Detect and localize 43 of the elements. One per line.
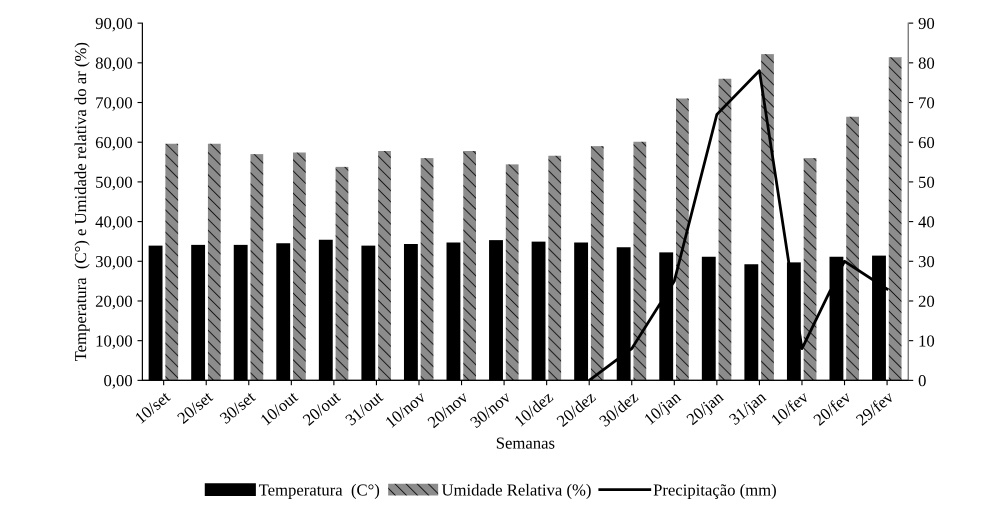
- y2-tick-label: 20: [918, 296, 934, 307]
- y-tick-label: 90,00: [96, 18, 132, 32]
- legend-label: Temperatura (C°): [258, 484, 380, 499]
- bar: [463, 150, 476, 380]
- y-tick-label: 10,00: [96, 335, 132, 350]
- y2-tick-label: 0: [918, 375, 926, 386]
- y-tick-label: 70,00: [96, 97, 132, 111]
- y-tick-label: 60,00: [96, 136, 132, 151]
- y2-tick-label: 60: [918, 136, 934, 148]
- bar: [633, 142, 646, 380]
- y2-tick-label: 80: [918, 58, 934, 69]
- bar: [804, 158, 816, 380]
- bar: [250, 154, 264, 380]
- bar: [420, 158, 434, 380]
- y2-tick-label: 90: [918, 18, 934, 30]
- legend-label: Umidade Relativa (%): [442, 484, 591, 499]
- y-tick-label: 20,00: [96, 296, 132, 310]
- bar: [506, 164, 519, 380]
- y-axis-title: Temperatura (C°) e Umidade relativa do ar (%): [74, 42, 90, 362]
- bar: [165, 144, 178, 380]
- y-tick-label: 0,00: [104, 375, 132, 389]
- bar: [208, 144, 221, 380]
- bar: [761, 54, 774, 380]
- y2-tick-label: 40: [918, 216, 934, 228]
- bar: [888, 57, 902, 380]
- bar: [590, 146, 604, 380]
- bar: [336, 166, 348, 380]
- y2-tick-label: 50: [919, 176, 934, 188]
- bar: [846, 116, 859, 380]
- bar: [718, 78, 732, 380]
- y-tick-label: 80,00: [96, 58, 132, 72]
- bar: [548, 156, 562, 380]
- x-axis-title: Semanas: [496, 438, 554, 449]
- y-tick-label: 50,00: [96, 176, 132, 190]
- y2-tick-label: 10: [920, 335, 934, 347]
- y2-tick-label: 30: [918, 256, 934, 268]
- y-tick-label: 30,00: [96, 256, 132, 270]
- y-tick-label: 40,00: [95, 216, 132, 230]
- bar: [676, 98, 689, 380]
- bar: [378, 150, 391, 380]
- legend-label: Precipitação (mm): [654, 484, 776, 499]
- y2-tick-label: 70: [919, 97, 934, 108]
- bar: [293, 152, 306, 380]
